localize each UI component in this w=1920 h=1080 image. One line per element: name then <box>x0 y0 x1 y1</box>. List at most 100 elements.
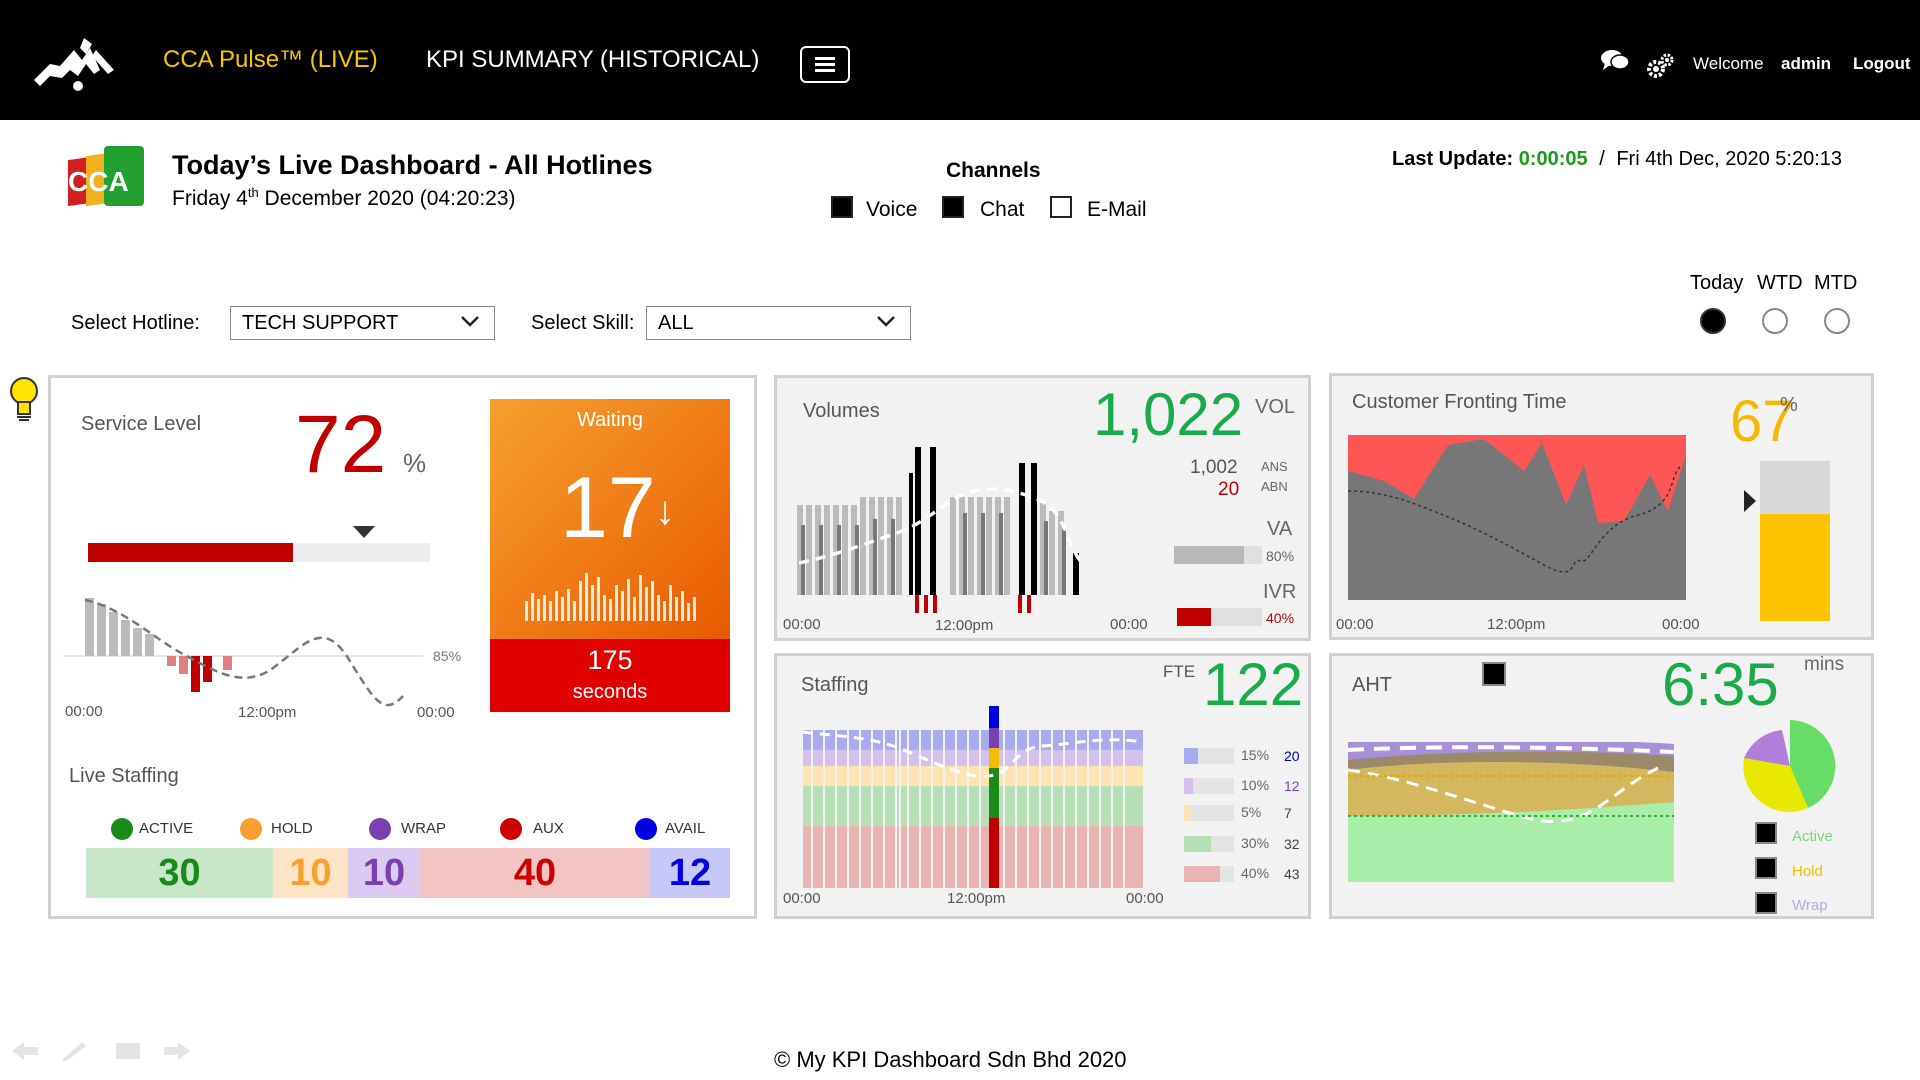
service-level-target-label: 85% <box>433 648 461 664</box>
cft-axis-end: 00:00 <box>1662 616 1700 633</box>
aht-title: AHT <box>1352 674 1392 696</box>
hamburger-menu-button[interactable] <box>800 46 850 83</box>
staff-breakdown-fill <box>1184 866 1220 882</box>
legend-aux-dot <box>500 818 522 840</box>
hotline-select[interactable]: TECH SUPPORT <box>230 306 495 340</box>
channel-chat-checkbox[interactable] <box>942 196 964 218</box>
target-marker-icon <box>353 526 375 538</box>
service-level-title: Service Level <box>81 413 202 435</box>
waiting-sparkline <box>525 573 696 621</box>
aht-active-checkbox[interactable] <box>1755 822 1777 844</box>
forward-arrow-icon[interactable] <box>164 1042 190 1060</box>
legend-active-dot <box>111 818 133 840</box>
aht-hold-checkbox[interactable] <box>1755 857 1777 879</box>
ivr-label: IVR <box>1263 581 1297 603</box>
waiting-seconds-value: 175 <box>587 645 633 675</box>
period-today-radio[interactable] <box>1700 308 1726 334</box>
footer-copyright: © My KPI Dashboard Sdn Bhd 2020 <box>774 1047 1127 1072</box>
legend-avail-label: AVAIL <box>665 820 706 837</box>
settings-gears-icon[interactable] <box>1645 52 1675 80</box>
last-update-elapsed: 0:00:05 <box>1518 148 1588 170</box>
last-update: Last Update: 0:00:05 / Fri 4th Dec, 2020… <box>1392 148 1842 171</box>
subtitle-sup: th <box>247 185 259 200</box>
pen-icon[interactable] <box>62 1042 86 1062</box>
brand-title[interactable]: CCA Pulse™ (LIVE) <box>163 46 378 73</box>
skill-select[interactable]: ALL <box>646 306 911 340</box>
aht-active-label: Active <box>1792 828 1833 845</box>
staff-active-value: 30 <box>86 848 273 898</box>
logout-link[interactable]: Logout <box>1853 54 1911 73</box>
va-label: VA <box>1267 518 1293 540</box>
hotline-label: Select Hotline: <box>71 312 200 334</box>
staffing-chart <box>803 706 1143 888</box>
last-update-separator: / <box>1599 148 1605 170</box>
cft-gauge-fill <box>1760 514 1830 621</box>
staff-breakdown-track <box>1184 778 1234 794</box>
staff-breakdown-track <box>1184 805 1234 821</box>
vol-axis-mid: 12:00pm <box>935 617 994 634</box>
vol-axis-start: 00:00 <box>783 616 821 633</box>
page-subtitle: Friday 4th December 2020 (04:20:23) <box>172 185 516 211</box>
slide-nav-icons <box>12 1042 190 1062</box>
channel-email-checkbox[interactable] <box>1050 196 1072 218</box>
aht-hold-label: Hold <box>1792 863 1823 880</box>
waiting-seconds-label: seconds <box>572 681 648 703</box>
chat-icon[interactable] <box>1600 48 1630 74</box>
volumes-unit: VOL <box>1255 396 1296 418</box>
aht-chart <box>1348 742 1675 882</box>
service-level-value: 72 <box>295 399 387 490</box>
period-mtd-radio[interactable] <box>1824 308 1850 334</box>
volumes-panel: Volumes 1,022 VOL 1,002 ANS 20 ABN VA 80… <box>774 375 1311 641</box>
menu-line <box>815 69 835 72</box>
back-arrow-icon[interactable] <box>12 1042 38 1060</box>
cft-axis-start: 00:00 <box>1336 616 1374 633</box>
volumes-answered-label: ANS <box>1261 459 1288 474</box>
channel-voice-checkbox[interactable] <box>831 196 853 218</box>
staff-avail-value: 12 <box>650 848 730 898</box>
kpi-summary-link[interactable]: KPI SUMMARY (HISTORICAL) <box>426 46 760 73</box>
volumes-answered: 1,002 <box>1190 457 1238 478</box>
cft-gauge-track <box>1760 461 1830 621</box>
app-logo-icon[interactable] <box>30 30 122 96</box>
live-staffing-title: Live Staffing <box>69 765 179 787</box>
menu-icon[interactable] <box>116 1043 140 1059</box>
period-mtd-label: MTD <box>1814 272 1858 294</box>
waiting-seconds-box: 175 seconds <box>490 639 730 712</box>
aht-toggle-checkbox[interactable] <box>1482 662 1506 686</box>
staff-breakdown-pct: 5% <box>1241 804 1262 820</box>
top-bar: CCA Pulse™ (LIVE) KPI SUMMARY (HISTORICA… <box>0 0 1920 120</box>
subtitle-day: Friday 4 <box>172 187 248 210</box>
chevron-down-icon <box>877 316 895 327</box>
lightbulb-icon[interactable] <box>8 376 40 422</box>
legend-avail-dot <box>635 818 657 840</box>
staff-breakdown-count: 20 <box>1284 748 1300 764</box>
staff-breakdown-fill <box>1184 836 1211 852</box>
aht-wrap-label: Wrap <box>1792 897 1828 914</box>
staff-hold-value: 10 <box>273 848 348 898</box>
menu-line <box>815 57 835 60</box>
aht-wrap-checkbox[interactable] <box>1755 892 1777 914</box>
staff-breakdown-count: 7 <box>1284 805 1292 821</box>
staff-breakdown-count: 12 <box>1284 778 1300 794</box>
staff-wrap-value: 10 <box>348 848 420 898</box>
aht-panel: AHT 6:35 mins Active Hold Wrap <box>1329 651 1874 919</box>
last-update-label: Last Update: <box>1392 148 1514 170</box>
cft-value: 67 <box>1730 389 1795 454</box>
staff-aux-value: 40 <box>420 848 650 898</box>
aht-pie-chart <box>1743 720 1836 812</box>
volumes-abandoned: 20 <box>1218 479 1240 500</box>
fte-label: FTE <box>1163 662 1196 681</box>
period-wtd-radio[interactable] <box>1762 308 1788 334</box>
service-level-unit: % <box>403 448 427 478</box>
va-bar-fill <box>1174 546 1244 564</box>
staff-breakdown-count: 43 <box>1284 866 1300 882</box>
volumes-abandoned-label: ABN <box>1261 479 1288 494</box>
staff-breakdown-count: 32 <box>1284 836 1300 852</box>
volumes-title: Volumes <box>803 400 880 422</box>
staff-breakdown-fill <box>1184 748 1198 764</box>
service-level-progress-track <box>88 543 430 562</box>
staff-breakdown-fill <box>1184 805 1190 821</box>
aht-unit: mins <box>1804 654 1845 675</box>
va-bar-track <box>1174 546 1262 564</box>
period-wtd-label: WTD <box>1757 272 1803 294</box>
